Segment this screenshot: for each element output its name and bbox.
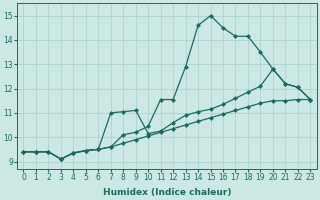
X-axis label: Humidex (Indice chaleur): Humidex (Indice chaleur) [103, 188, 231, 197]
